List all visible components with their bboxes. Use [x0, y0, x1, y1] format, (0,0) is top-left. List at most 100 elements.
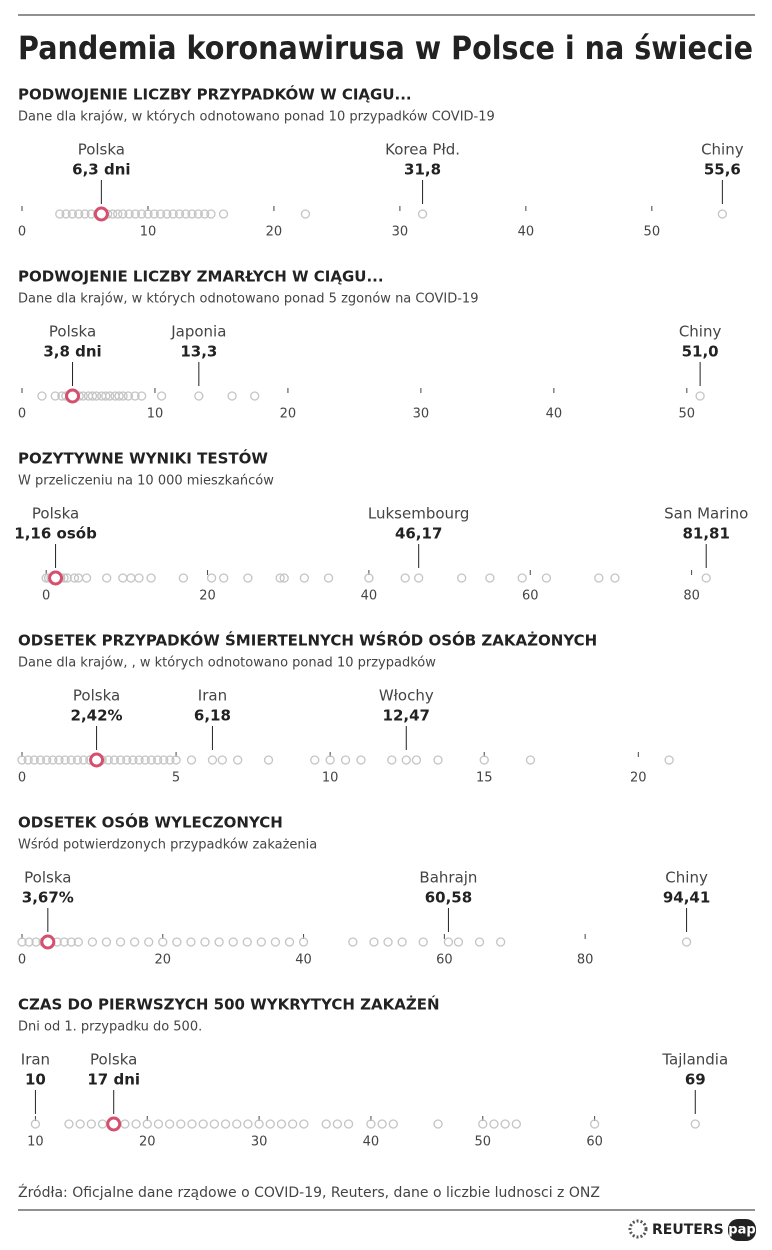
annotation-name: Bahrajn	[419, 869, 477, 887]
country-dot	[146, 755, 157, 765]
annotated-dot	[717, 209, 728, 219]
country-dot	[115, 755, 126, 765]
panel-subtitle: Dane dla krajów, w których odnotowano po…	[18, 292, 478, 307]
annotation-name: San Marino	[664, 505, 748, 523]
annotation-name: Polska	[24, 869, 71, 887]
pap-logo: pap	[728, 1223, 755, 1238]
country-dot	[171, 755, 181, 765]
x-tick-label: 20	[139, 1135, 156, 1150]
country-dot	[388, 1119, 398, 1129]
country-dot	[485, 573, 495, 583]
annotated-dot	[443, 937, 454, 947]
country-dot	[72, 755, 83, 765]
highlight-dot	[40, 934, 56, 950]
country-dot	[144, 937, 154, 947]
annotation-name: Luksembourg	[368, 505, 470, 523]
country-dot	[124, 209, 134, 219]
annotation-name: Japonia	[170, 323, 226, 341]
country-dot	[130, 209, 141, 219]
country-dot	[377, 1119, 387, 1129]
annotated-dot	[701, 573, 711, 583]
country-dot	[298, 937, 309, 947]
country-dot	[343, 1119, 354, 1129]
annotated-dot	[207, 755, 218, 765]
country-dot	[206, 573, 217, 583]
country-dot	[186, 937, 196, 947]
country-dot	[276, 1119, 287, 1129]
panel-title: CZAS DO PIERWSZYCH 500 WYKRYTYCH ZAKAŻEŃ	[18, 995, 440, 1014]
country-dot	[168, 209, 178, 219]
annotation-value: 3,8 dni	[43, 343, 101, 361]
country-dot	[256, 937, 266, 947]
country-dot	[511, 1119, 521, 1129]
country-dot	[243, 573, 253, 583]
x-tick-label: 10	[140, 225, 157, 240]
country-dot	[35, 755, 46, 765]
country-dot	[284, 937, 295, 947]
country-dot	[130, 391, 140, 401]
country-dot	[187, 209, 197, 219]
country-dot	[165, 755, 175, 765]
x-tick-label: 50	[644, 225, 661, 240]
country-dot	[156, 391, 167, 401]
annotated-dot	[30, 1119, 41, 1129]
country-dot	[67, 209, 78, 219]
country-dot	[254, 1119, 264, 1129]
annotation-value: 46,17	[395, 525, 442, 543]
x-tick-label: 50	[474, 1135, 491, 1150]
country-dot	[356, 755, 366, 765]
country-dot	[142, 1119, 152, 1129]
country-dot	[131, 1119, 141, 1129]
country-dot	[134, 573, 144, 583]
country-dot	[489, 1119, 499, 1129]
country-dot	[55, 209, 65, 219]
x-tick-label: 40	[361, 589, 378, 604]
country-dot	[109, 755, 120, 765]
country-dot	[474, 937, 485, 947]
country-dot	[228, 937, 238, 947]
x-tick-label: 0	[18, 407, 26, 422]
country-dot	[118, 391, 128, 401]
country-dot	[594, 573, 604, 583]
annotation-name: Polska	[73, 687, 120, 705]
country-dot	[50, 391, 60, 401]
panel-subtitle: Wśród potwierdzonych przypadków zakażeni…	[18, 838, 317, 853]
panel-subtitle: W przeliczeniu na 10 000 mieszkańców	[18, 474, 274, 489]
x-tick-label: 60	[586, 1135, 603, 1150]
country-dot	[243, 1119, 253, 1129]
country-dot	[275, 573, 285, 583]
country-dot	[24, 937, 34, 947]
annotation-value: 6,18	[194, 707, 231, 725]
annotation-name: Polska	[32, 505, 79, 523]
x-tick-label: 20	[199, 589, 216, 604]
x-tick-label: 80	[683, 589, 700, 604]
country-dot	[664, 755, 674, 765]
annotation-value: 2,42%	[71, 707, 123, 725]
country-dot	[91, 391, 102, 401]
country-dot	[479, 755, 489, 765]
country-dot	[176, 1119, 186, 1129]
x-tick-label: 0	[18, 771, 26, 786]
country-dot	[299, 1119, 309, 1129]
x-tick-label: 20	[630, 771, 647, 786]
x-tick-label: 40	[295, 953, 312, 968]
x-tick-label: 20	[155, 953, 172, 968]
country-dot	[233, 755, 243, 765]
country-dot	[73, 937, 83, 947]
x-tick-label: 30	[413, 407, 430, 422]
country-dot	[123, 391, 134, 401]
country-dot	[400, 573, 410, 583]
x-tick-label: 40	[518, 225, 535, 240]
country-dot	[66, 937, 76, 947]
annotation-value: 10	[25, 1071, 46, 1089]
annotation-name: Korea Płd.	[385, 141, 460, 159]
x-tick-label: 30	[251, 1135, 268, 1150]
country-dot	[242, 937, 252, 947]
country-dot	[270, 937, 281, 947]
x-tick-label: 5	[172, 771, 180, 786]
country-dot	[103, 755, 113, 765]
country-dot	[155, 209, 166, 219]
country-dot	[383, 937, 393, 947]
annotation-name: Chiny	[665, 869, 708, 887]
country-dot	[78, 755, 89, 765]
